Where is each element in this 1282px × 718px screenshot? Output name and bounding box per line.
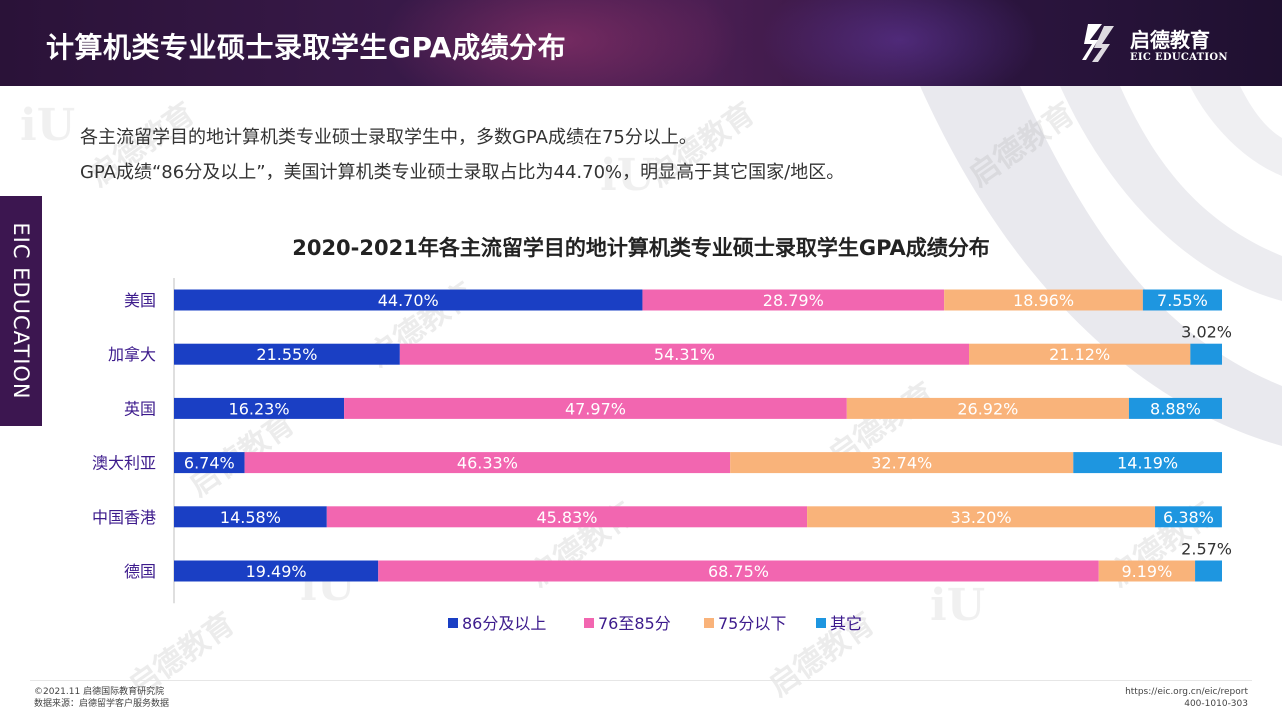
data-label: 44.70% [378,291,439,310]
logo-text-en: EIC EDUCATION [1130,52,1228,63]
data-label: 45.83% [536,508,597,527]
data-label: 21.12% [1049,345,1110,364]
data-label: 68.75% [708,562,769,581]
category-label: 中国香港 [92,508,156,527]
data-label: 47.97% [565,399,626,418]
bar-segment [1142,289,1222,311]
bar-segment [1098,560,1196,582]
data-label: 7.55% [1157,291,1208,310]
phone-number: 400-1010-303 [1184,699,1248,709]
category-label: 英国 [124,399,156,418]
bar-segment [326,506,808,528]
watermark: iU [20,100,76,151]
header-banner: 计算机类专业硕士录取学生GPA成绩分布 启德教育 EIC EDUCATION [0,0,1282,86]
data-label: 14.19% [1117,454,1178,473]
header-glow [380,0,740,86]
bar-segment [399,343,970,365]
logo-text-cn: 启德教育 [1130,28,1210,52]
footer-divider [30,680,1252,681]
bar-segment [969,343,1191,365]
header-glow [760,0,1040,86]
legend-label: 86分及以上 [462,614,546,633]
bar-segment [1190,343,1222,365]
stacked-bar-chart: 美国 44.70% 28.79% 18.96% 7.55% 加拿大 21.55% 54.31%… [92,278,1232,633]
source-text: 数据来源：启德留学客户服务数据 [34,699,170,709]
bar-segment [174,397,345,419]
report-url[interactable]: https://eic.org.cn/eic/report [1125,687,1248,697]
data-label: 2.57% [1181,540,1232,559]
category-label: 德国 [124,562,156,581]
data-label: 28.79% [763,291,824,310]
eic-logo-icon [1082,24,1114,62]
footer-left: ©2021.11 启德国际教育研究院 数据来源：启德留学客户服务数据 [34,686,169,710]
legend-label: 75分以下 [718,614,786,633]
data-label: 9.19% [1121,562,1172,581]
data-label: 19.49% [246,562,307,581]
data-label: 8.88% [1150,399,1201,418]
bar-segment [1195,560,1222,582]
legend-label: 其它 [830,614,862,633]
legend-label: 76至85分 [598,614,671,633]
legend-swatch [816,618,826,628]
description-line-2: GPA成绩“86分及以上”，美国计算机类专业硕士录取占比为44.70%，明显高于… [80,162,845,183]
category-label: 美国 [124,291,156,310]
bar-segment [642,289,945,311]
bar-segment [807,506,1156,528]
bar-segment [846,397,1129,419]
side-band [0,196,42,426]
footer-right: https://eic.org.cn/eic/report 400-1010-3… [1125,686,1248,710]
brand-logo: 启德教育 EIC EDUCATION [1080,20,1240,70]
bar-segment [944,289,1143,311]
chart-title: 2020-2021年各主流留学目的地计算机类专业硕士录取学生GPA成绩分布 [292,236,990,260]
data-label: 18.96% [1013,291,1074,310]
bar-segment [174,506,327,528]
bar-segment [1128,397,1222,419]
bar-segment [344,397,847,419]
category-label: 加拿大 [108,345,156,364]
data-label: 6.38% [1163,508,1214,527]
bar-segment [174,343,400,365]
bar-segment [730,452,1074,474]
bar-segment [174,560,379,582]
bar-segment [244,452,731,474]
data-label: 3.02% [1181,323,1232,342]
copyright-text: ©2021.11 启德国际教育研究院 [34,687,165,697]
page-title: 计算机类专业硕士录取学生GPA成绩分布 [46,31,567,64]
description-line-1: 各主流留学目的地计算机类专业硕士录取学生中，多数GPA成绩在75分以上。 [80,127,697,148]
bar-segment [378,560,1099,582]
data-label: 16.23% [229,399,290,418]
data-label: 21.55% [256,345,317,364]
legend-swatch [584,618,594,628]
category-label: 澳大利亚 [92,454,156,473]
bar-segment [174,289,643,311]
data-label: 14.58% [220,508,281,527]
data-label: 33.20% [951,508,1012,527]
bar-segment [1073,452,1222,474]
data-label: 46.33% [457,454,518,473]
data-label: 54.31% [654,345,715,364]
legend-swatch [448,618,458,628]
data-label: 26.92% [957,399,1018,418]
data-label: 32.74% [871,454,932,473]
bar-segment [1155,506,1222,528]
bar-segment [174,452,245,474]
data-label: 6.74% [184,454,235,473]
legend-swatch [704,618,714,628]
